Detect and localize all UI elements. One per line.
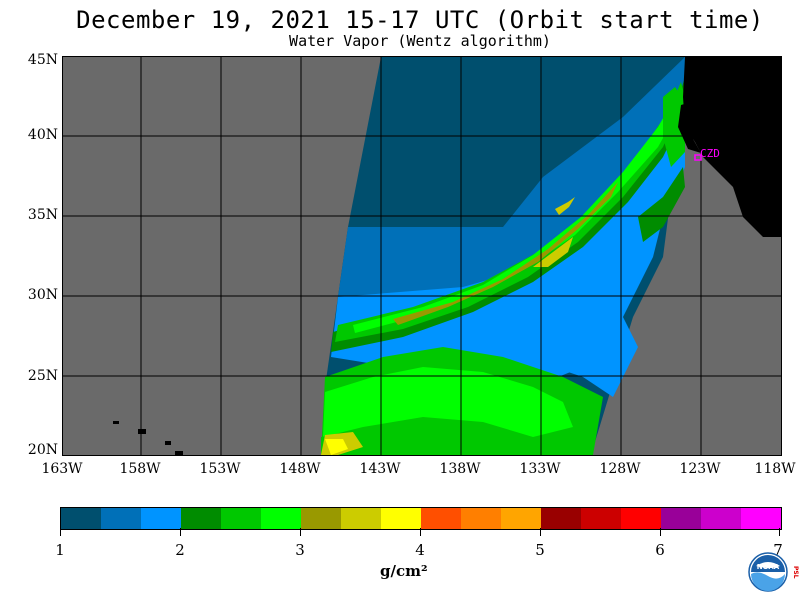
colorbar-swatch xyxy=(461,508,501,529)
noaa-logo-icon: NOAA xyxy=(748,552,788,592)
lon-label-153w: 153W xyxy=(199,461,241,477)
station-marker-czd xyxy=(694,154,702,161)
lon-label-148w: 148W xyxy=(279,461,321,477)
colorbar-swatch xyxy=(261,508,301,529)
colorbar-label-4: 4 xyxy=(415,541,425,559)
psl-mark: PSL xyxy=(792,566,799,579)
lon-label-118w: 118W xyxy=(754,461,796,477)
colorbar-swatch xyxy=(341,508,381,529)
lat-label-35n: 35N xyxy=(27,207,58,223)
colorbar-label-6: 6 xyxy=(655,541,665,559)
lon-label-143w: 143W xyxy=(359,461,401,477)
colorbar-tick xyxy=(300,528,301,536)
colorbar-label-1: 1 xyxy=(55,541,65,559)
noaa-logo: NOAA xyxy=(748,552,788,592)
colorbar-swatch xyxy=(741,508,781,529)
colorbar xyxy=(60,507,782,530)
colorbar-tick xyxy=(540,528,541,536)
lat-label-40n: 40N xyxy=(27,127,58,143)
colorbar-swatch xyxy=(581,508,621,529)
lon-label-133w: 133W xyxy=(519,461,561,477)
colorbar-tick xyxy=(420,528,421,536)
graticule xyxy=(63,57,781,455)
land-mass xyxy=(683,57,781,237)
land-mass-coast xyxy=(678,102,701,153)
colorbar-swatch xyxy=(61,508,101,529)
colorbar-swatch xyxy=(541,508,581,529)
colorbar-label-2: 2 xyxy=(175,541,185,559)
colorbar-swatch xyxy=(101,508,141,529)
colorbar-tick xyxy=(60,528,61,536)
colorbar-swatch xyxy=(621,508,661,529)
lon-label-128w: 128W xyxy=(599,461,641,477)
colorbar-swatch xyxy=(661,508,701,529)
map-canvas xyxy=(63,57,781,455)
lon-label-123w: 123W xyxy=(679,461,721,477)
colorbar-tick xyxy=(660,528,661,536)
lat-label-30n: 30N xyxy=(27,287,58,303)
station-label: CZD xyxy=(700,147,720,160)
colorbar-swatch xyxy=(301,508,341,529)
hawaiian-islands xyxy=(113,421,183,455)
lat-label-25n: 25N xyxy=(27,368,58,384)
map-subtitle: Water Vapor (Wentz algorithm) xyxy=(289,32,551,50)
colorbar-swatch xyxy=(141,508,181,529)
colorbar-swatch xyxy=(381,508,421,529)
colorbar-units: g/cm² xyxy=(380,562,428,580)
colorbar-swatch xyxy=(181,508,221,529)
colorbar-tick xyxy=(779,528,780,536)
colorbar-tick xyxy=(180,528,181,536)
colorbar-label-7: 7 xyxy=(773,541,783,559)
colorbar-label-3: 3 xyxy=(295,541,305,559)
water-vapor-map: CZD xyxy=(62,56,782,456)
lat-label-20n: 20N xyxy=(27,442,58,458)
noaa-logo-text: NOAA xyxy=(757,563,780,571)
lon-label-163w: 163W xyxy=(41,461,83,477)
lon-label-138w: 138W xyxy=(439,461,481,477)
lon-label-158w: 158W xyxy=(119,461,161,477)
colorbar-label-5: 5 xyxy=(535,541,545,559)
water-vapor-swath xyxy=(321,57,685,455)
lat-label-45n: 45N xyxy=(27,52,58,68)
colorbar-swatch xyxy=(221,508,261,529)
colorbar-swatch xyxy=(501,508,541,529)
map-title: December 19, 2021 15-17 UTC (Orbit start… xyxy=(76,6,764,34)
colorbar-swatch xyxy=(421,508,461,529)
colorbar-swatch xyxy=(701,508,741,529)
